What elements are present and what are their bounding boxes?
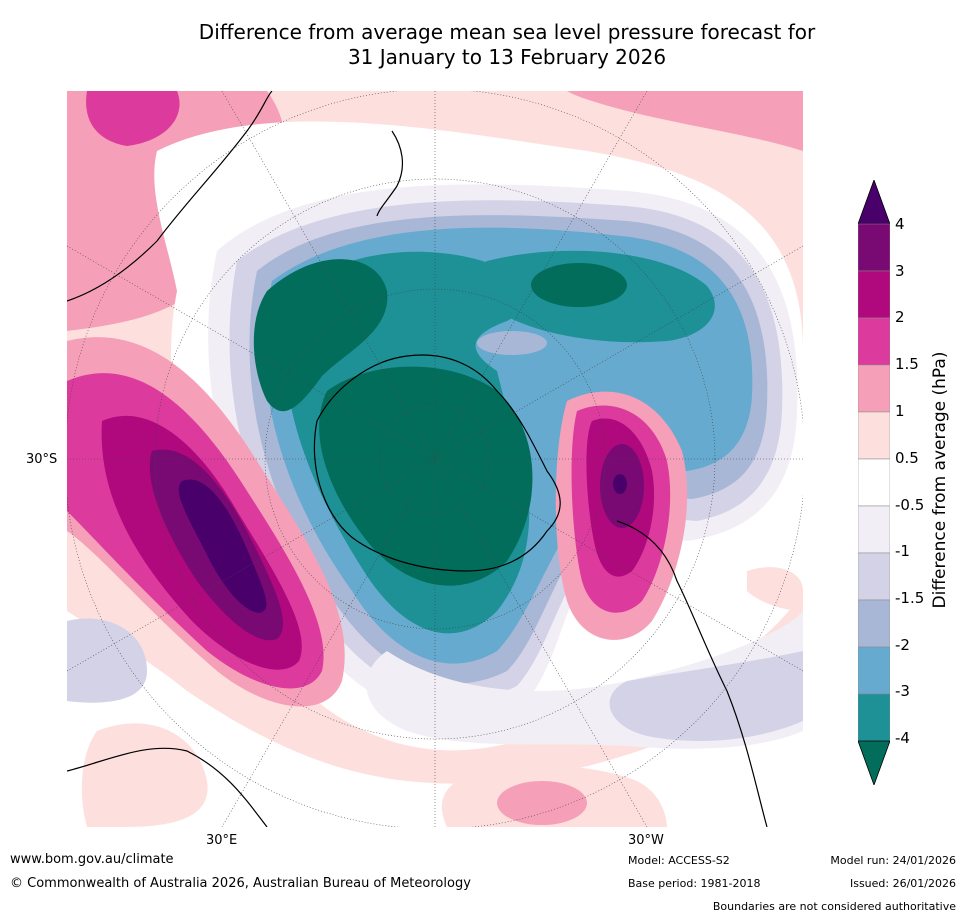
lat-label-30s: 30°S xyxy=(26,452,58,467)
colorbar-segment xyxy=(858,317,890,366)
graticule-line-d3 xyxy=(67,245,803,672)
footer-url[interactable]: www.bom.gov.au/climate xyxy=(10,852,174,867)
colorbar-tick: 0.5 xyxy=(895,449,919,467)
footer-model-run: Model run: 24/01/2026 xyxy=(830,854,956,867)
anomaly-pos-south-1-5 xyxy=(497,781,587,825)
graticule-line-d2 xyxy=(221,91,648,827)
graticule-line-d1 xyxy=(221,91,648,827)
colorbar-segment xyxy=(858,693,890,742)
footer-model: Model: ACCESS-S2 xyxy=(628,854,730,867)
coastlines xyxy=(67,91,768,827)
anomaly-pos-ne xyxy=(567,91,803,151)
colorbar xyxy=(858,180,890,785)
colorbar-tick: -2 xyxy=(895,636,910,654)
anomaly-pos-east-4 xyxy=(613,474,627,494)
colorbar-tick: -1 xyxy=(895,542,910,560)
pressure-anomaly-map xyxy=(67,91,803,827)
colorbar-segment xyxy=(858,364,890,413)
footer-disclaimer: Boundaries are not considered authoritat… xyxy=(712,900,956,913)
colorbar-tick: -1.5 xyxy=(895,589,925,607)
colorbar-tick: -4 xyxy=(895,729,910,747)
colorbar-tick: -3 xyxy=(895,682,910,700)
graticule-line-d4 xyxy=(67,245,803,672)
graticule xyxy=(67,91,803,827)
colorbar-title: Difference from average (hPa) xyxy=(930,351,950,609)
colorbar-segment xyxy=(858,599,890,648)
colorbar-segment xyxy=(858,411,890,460)
anomaly-neutral-south xyxy=(67,611,803,827)
footer-copyright: © Commonwealth of Australia 2026, Austra… xyxy=(10,876,471,891)
colorbar-segment xyxy=(858,458,890,507)
colorbar-tick: 2 xyxy=(895,308,905,326)
map-title: Difference from average mean sea level p… xyxy=(0,20,965,70)
colorbar-segment xyxy=(858,646,890,695)
anomaly-neg-south-1-5 xyxy=(609,651,803,741)
colorbar-extend-top xyxy=(858,180,890,225)
colorbar-segment xyxy=(858,223,890,272)
coast-antarctica xyxy=(313,354,561,572)
coast-new-zealand xyxy=(376,130,404,217)
anomaly-neg-below-4-east xyxy=(531,263,627,307)
coast-south-america xyxy=(616,520,768,827)
anomaly-neg-below-4-antarctica xyxy=(319,366,533,586)
colorbar-tick: 1.5 xyxy=(895,355,919,373)
title-line-1: Difference from average mean sea level p… xyxy=(198,20,816,44)
colorbar-tick: 4 xyxy=(895,215,905,233)
colorbar-tick: 1 xyxy=(895,402,905,420)
colorbar-segment xyxy=(858,552,890,601)
footer-base-period: Base period: 1981-2018 xyxy=(628,877,761,890)
anomaly-neg-small-patch xyxy=(477,331,547,355)
footer-issued: Issued: 26/01/2026 xyxy=(849,877,956,890)
title-line-2: 31 January to 13 February 2026 xyxy=(347,45,667,69)
colorbar-extend-bottom xyxy=(858,740,890,785)
coast-africa xyxy=(67,747,268,827)
anomaly-pos-west-4 xyxy=(178,479,267,613)
coast-australia xyxy=(67,91,273,302)
colorbar-segment xyxy=(858,270,890,319)
lon-label-30w: 30°W xyxy=(628,833,664,848)
anomaly-pos-nw-strong xyxy=(86,91,180,146)
anomaly-neg-sw-1 xyxy=(67,618,147,703)
colorbar-tick: -0.5 xyxy=(895,496,925,514)
anomaly-pos-se xyxy=(747,567,803,611)
colorbar-tick: 3 xyxy=(895,262,905,280)
colorbar-segment xyxy=(858,505,890,554)
anomaly-neg-below-4-west xyxy=(253,259,388,412)
lon-label-30e: 30°E xyxy=(206,833,238,848)
